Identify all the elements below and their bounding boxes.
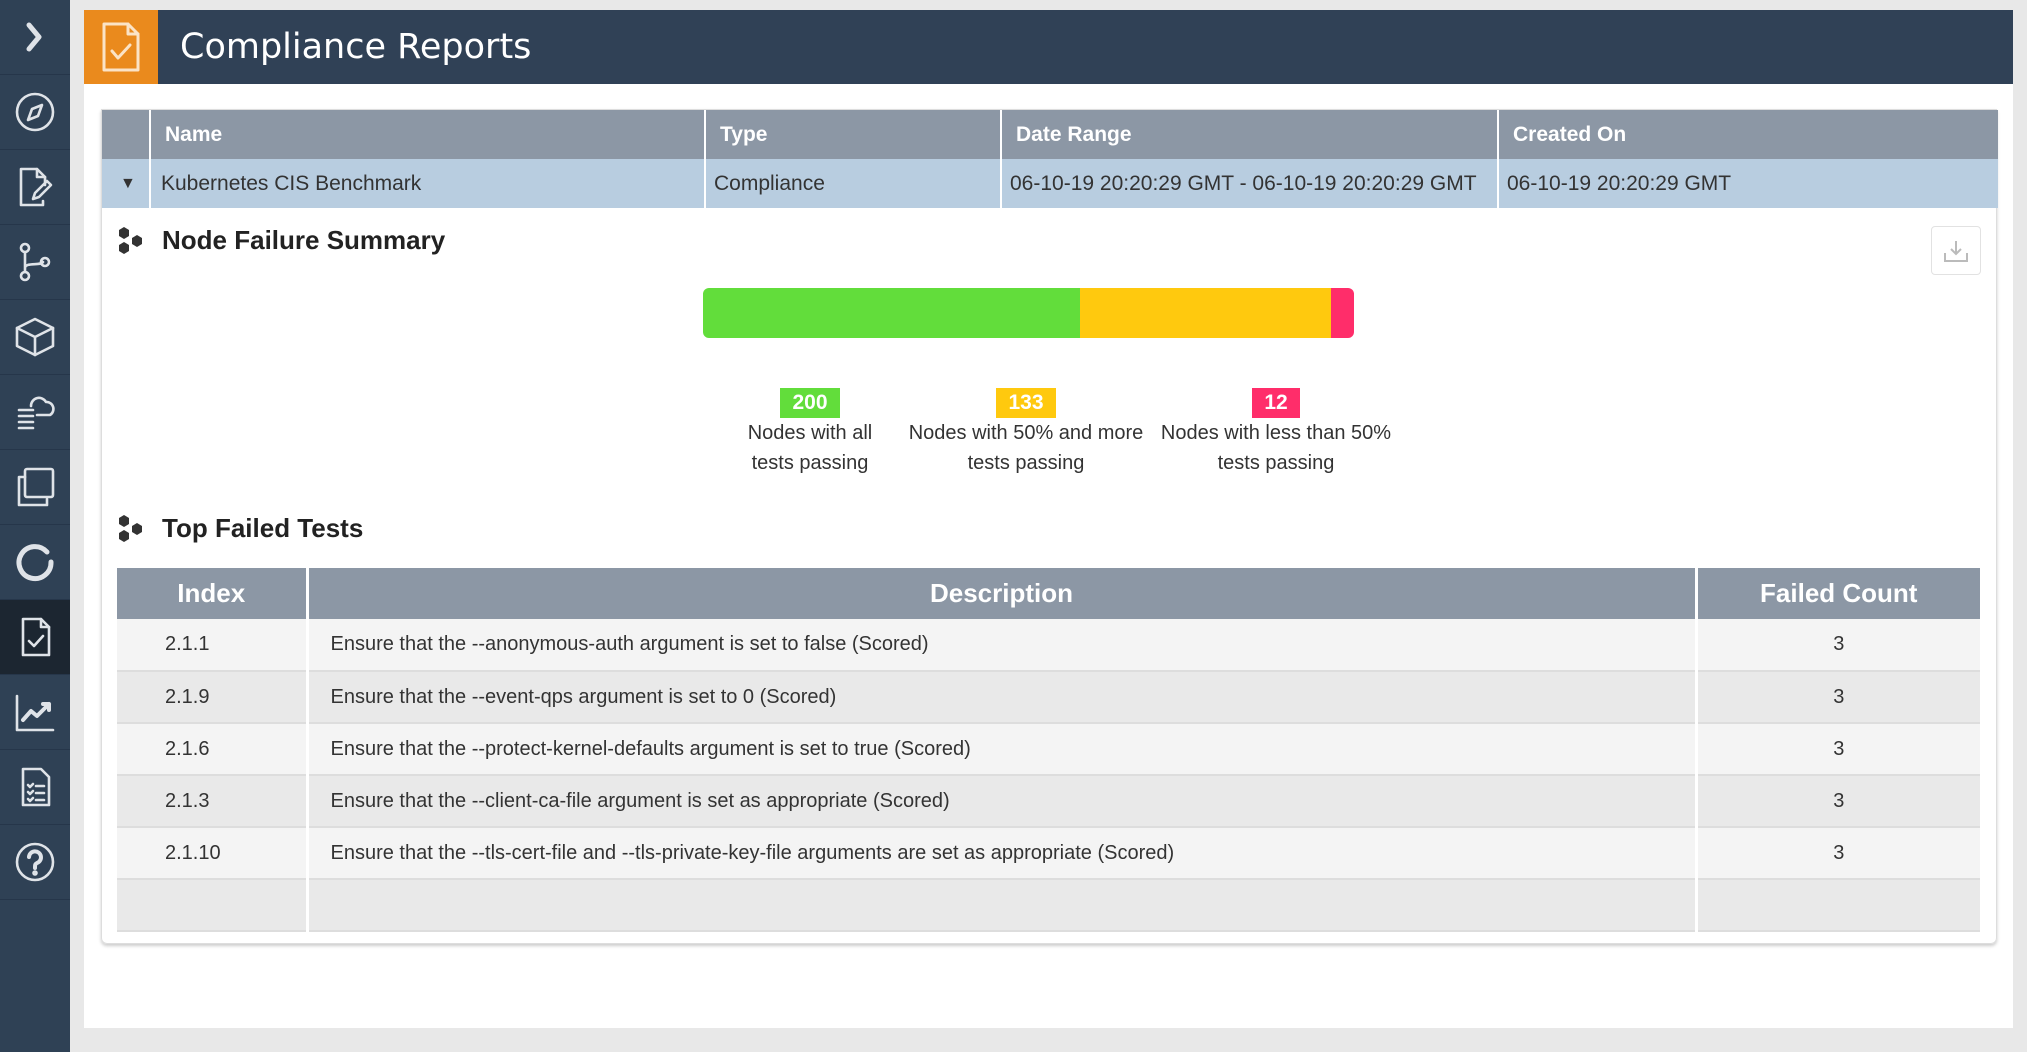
refresh-icon [16,544,54,582]
sidebar-item-cloud-server[interactable] [0,375,70,450]
report-card: Name Type Date Range Created On ▼ Kubern… [101,109,1998,944]
table-row[interactable]: 2.1.9 Ensure that the --event-qps argumen… [117,671,1980,724]
compliance-report-icon [84,10,158,84]
compass-icon [15,92,55,132]
reports-table-header: Name Type Date Range Created On [102,110,1998,159]
sidebar-item-chart[interactable] [0,675,70,750]
test-index: 2.1.10 [117,827,309,880]
test-description: Ensure that the --client-ca-file argumen… [307,775,1698,828]
test-index: 2.1.9 [117,671,309,724]
document-edit-icon [19,167,53,207]
legend-label: Nodes with less than 50% [1160,422,1392,444]
report-created-on: 06-10-19 20:20:29 GMT [1507,171,1732,195]
table-row[interactable]: 2.1.3 Ensure that the --client-ca-file ar… [117,775,1980,828]
top-failed-heading: Top Failed Tests [116,513,363,544]
column-failed-count[interactable]: Failed Count [1696,568,1980,619]
count-badge: 12 [1252,388,1300,418]
sidebar-item-chevron-right[interactable] [0,0,70,75]
sidebar-item-cube[interactable] [0,300,70,375]
download-icon [1944,240,1968,262]
content-panel: Name Type Date Range Created On ▼ Kubern… [84,84,2013,1028]
column-type[interactable]: Type [706,110,1002,159]
hexagons-icon [119,226,142,254]
cube-icon [15,317,55,357]
count-badge: 200 [780,388,840,418]
test-index: 2.1.3 [117,775,309,828]
test-description: Ensure that the --event-qps argument is … [307,671,1698,724]
sidebar-item-refresh[interactable] [0,525,70,600]
report-type: Compliance [706,159,1002,208]
legend-item: 200 Nodes with all tests passing [690,388,930,478]
report-date-range: 06-10-19 20:20:29 GMT - 06-10-19 20:20:2… [1002,159,1499,208]
sidebar-item-document-edit[interactable] [0,150,70,225]
legend-item: 133 Nodes with 50% and more tests passing [906,388,1146,478]
cloud-server-icon [17,396,55,430]
empty-row [117,879,1980,932]
page-title: Compliance Reports [180,27,532,67]
hexagons-icon [119,514,142,542]
sidebar-item-git-branch[interactable] [0,225,70,300]
sidebar-item-checklist[interactable] [0,750,70,825]
legend-label: tests passing [967,452,1085,474]
compliance-icon [21,617,51,657]
bar-segment-3 [1331,288,1354,338]
collapse-triangle-icon[interactable]: ▼ [102,159,151,208]
checklist-icon [21,767,51,807]
legend-label: tests passing [1217,452,1335,474]
git-branch-icon [19,242,51,282]
legend-item: 12 Nodes with less than 50% tests passing [1156,388,1396,478]
page-header: Compliance Reports [84,10,2013,84]
bar-segment-2 [1080,288,1332,338]
sidebar-item-compliance[interactable] [0,600,70,675]
node-failure-bar [703,288,1354,338]
test-index: 2.1.1 [117,619,309,672]
failed-count: 3 [1696,775,1980,828]
chevron-right-icon [26,22,42,52]
copy-icon [17,467,55,507]
failed-count: 3 [1696,723,1980,776]
report-name: Kubernetes CIS Benchmark [151,159,706,208]
test-description: Ensure that the --anonymous-auth argumen… [307,619,1698,672]
node-failure-title: Node Failure Summary [162,225,446,255]
table-row[interactable]: 2.1.10 Ensure that the --tls-cert-file an… [117,827,1980,880]
chart-icon [15,694,55,732]
legend-label: tests passing [751,452,869,474]
test-description: Ensure that the --tls-cert-file and --tl… [307,827,1698,880]
bar-segment-1 [703,288,1081,338]
table-row[interactable]: 2.1.1 Ensure that the --anonymous-auth ar… [117,619,1980,672]
failed-count: 3 [1696,619,1980,672]
download-button[interactable] [1931,226,1981,275]
sidebar-item-help[interactable] [0,825,70,900]
column-index[interactable]: Index [117,568,309,619]
test-index: 2.1.6 [117,723,309,776]
column-date-range[interactable]: Date Range [1002,110,1499,159]
legend-label: Nodes with 50% and more [908,422,1144,444]
help-icon [15,842,55,882]
sidebar [0,0,70,1052]
failed-count: 3 [1696,671,1980,724]
test-description: Ensure that the --protect-kernel-default… [307,723,1698,776]
node-failure-heading: Node Failure Summary [116,225,445,256]
legend-label: Nodes with all [747,422,873,444]
count-badge: 133 [996,388,1056,418]
column-description[interactable]: Description [307,568,1698,619]
report-row[interactable]: ▼ Kubernetes CIS Benchmark Compliance 06… [102,159,1998,208]
sidebar-item-compass[interactable] [0,75,70,150]
top-failed-title: Top Failed Tests [162,513,364,543]
reports-table: Name Type Date Range Created On ▼ Kubern… [102,110,1998,208]
table-row[interactable]: 2.1.6 Ensure that the --protect-kernel-de… [117,723,1980,776]
sidebar-item-copy[interactable] [0,450,70,525]
column-created-on[interactable]: Created On [1513,122,1627,146]
failed-tests-table: Index Description Failed Count 2.1.1 Ensu… [117,568,1980,932]
column-name[interactable]: Name [151,110,706,159]
failed-count: 3 [1696,827,1980,880]
